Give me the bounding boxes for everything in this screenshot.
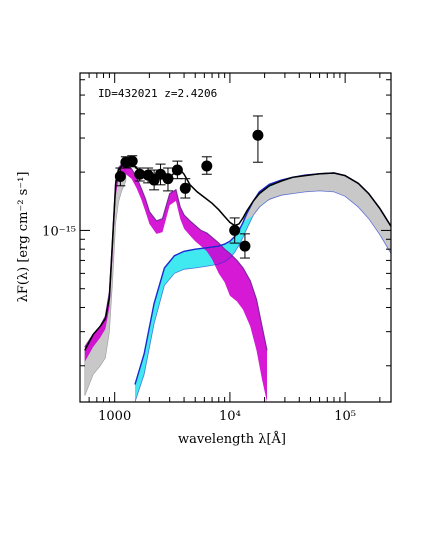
data-point [229, 224, 241, 236]
x-axis-label: wavelength λ[Å] [178, 431, 286, 447]
y-axis-label: λF(λ) [erg cm⁻² s⁻¹] [16, 172, 31, 303]
x-tick-label: 10⁵ [334, 409, 356, 424]
total-model-line [84, 161, 391, 351]
data-point [252, 129, 264, 141]
data-point [126, 155, 138, 167]
model-bands [84, 162, 391, 402]
data-point [171, 164, 183, 176]
data-point [134, 168, 146, 180]
photometry-points [114, 115, 264, 259]
data-point [162, 173, 174, 185]
y-tick-label: 10⁻¹⁵ [42, 224, 76, 239]
data-point [179, 182, 191, 194]
model-lines [84, 161, 391, 402]
torus-line-lower [134, 190, 391, 402]
tick-labels: 1000 10⁴ 10⁵ 10⁻¹⁵ [42, 224, 356, 424]
stellar-band [84, 164, 267, 402]
gray-band-uv [84, 162, 127, 396]
data-point [201, 160, 213, 172]
x-tick-label: 10⁴ [219, 409, 241, 424]
gray-band-ir [243, 173, 391, 254]
plot-frame [79, 72, 392, 403]
data-point [239, 240, 251, 252]
data-point [114, 170, 126, 182]
source-annotation: ID=432021 z=2.4206 [98, 87, 217, 100]
x-tick-label: 1000 [98, 409, 131, 424]
